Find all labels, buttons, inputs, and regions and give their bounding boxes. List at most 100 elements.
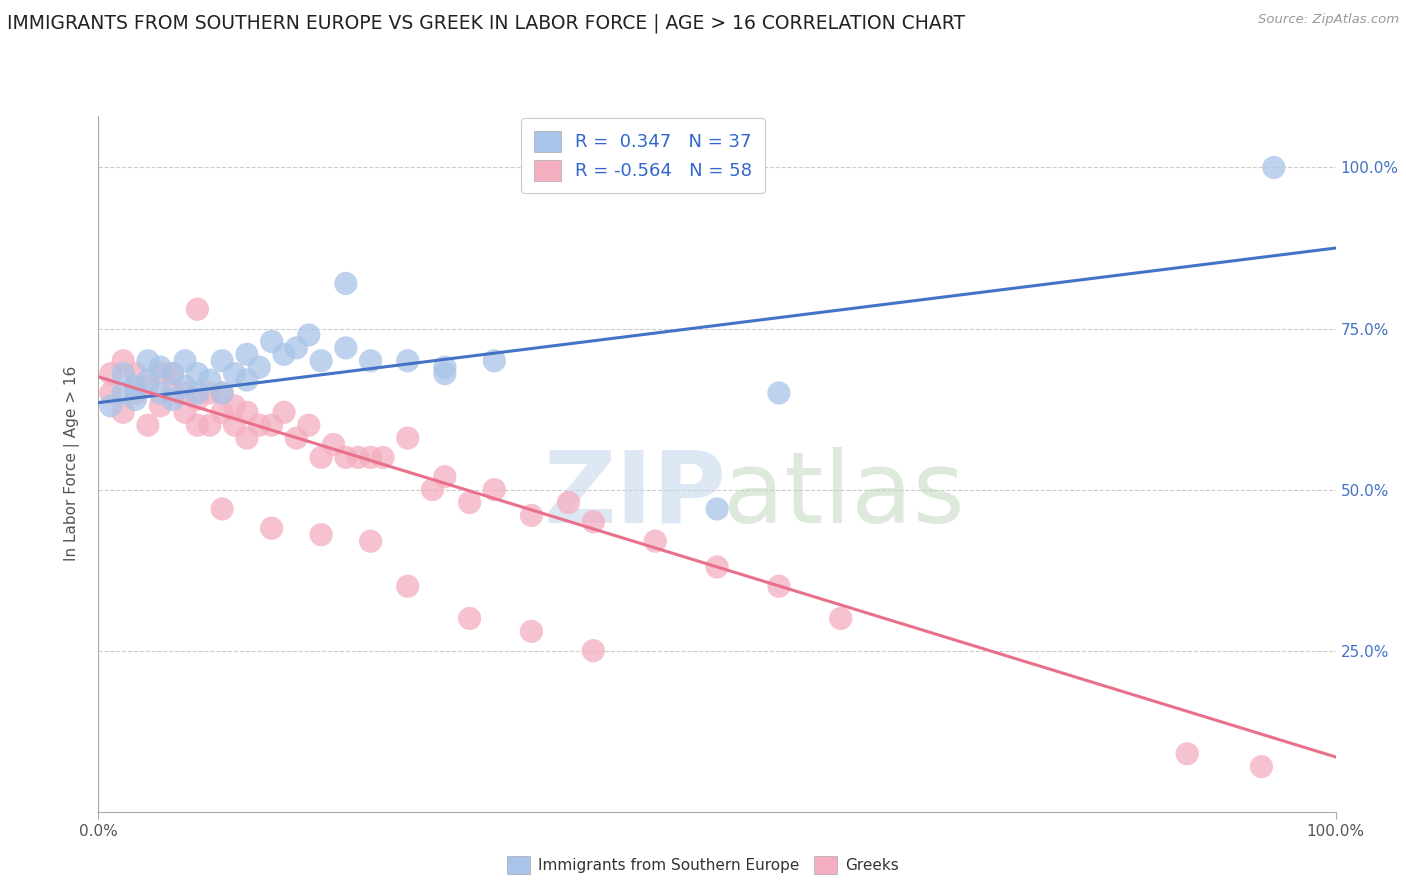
- Point: [211, 502, 233, 516]
- Point: [186, 392, 208, 407]
- Point: [236, 405, 259, 419]
- Point: [422, 483, 444, 497]
- Point: [124, 379, 146, 393]
- Point: [112, 405, 135, 419]
- Point: [100, 399, 122, 413]
- Point: [149, 367, 172, 381]
- Point: [360, 353, 382, 368]
- Point: [124, 367, 146, 381]
- Point: [322, 437, 344, 451]
- Point: [360, 534, 382, 549]
- Point: [174, 386, 197, 401]
- Point: [211, 353, 233, 368]
- Legend: R =  0.347   N = 37, R = -0.564   N = 58: R = 0.347 N = 37, R = -0.564 N = 58: [520, 118, 765, 194]
- Point: [186, 367, 208, 381]
- Point: [396, 431, 419, 445]
- Point: [112, 353, 135, 368]
- Point: [1263, 161, 1285, 175]
- Point: [520, 624, 543, 639]
- Point: [149, 386, 172, 401]
- Point: [396, 579, 419, 593]
- Point: [298, 418, 321, 433]
- Point: [309, 527, 332, 541]
- Point: [211, 386, 233, 401]
- Point: [1175, 747, 1198, 761]
- Text: Source: ZipAtlas.com: Source: ZipAtlas.com: [1258, 13, 1399, 27]
- Point: [360, 450, 382, 465]
- Point: [198, 418, 221, 433]
- Point: [149, 360, 172, 375]
- Text: IMMIGRANTS FROM SOUTHERN EUROPE VS GREEK IN LABOR FORCE | AGE > 16 CORRELATION C: IMMIGRANTS FROM SOUTHERN EUROPE VS GREEK…: [7, 13, 965, 33]
- Point: [582, 643, 605, 657]
- Point: [768, 579, 790, 593]
- Point: [174, 353, 197, 368]
- Point: [273, 347, 295, 361]
- Point: [335, 450, 357, 465]
- Point: [236, 431, 259, 445]
- Point: [582, 515, 605, 529]
- Point: [174, 379, 197, 393]
- Text: atlas: atlas: [723, 447, 965, 543]
- Point: [162, 367, 184, 381]
- Point: [273, 405, 295, 419]
- Point: [706, 502, 728, 516]
- Point: [174, 405, 197, 419]
- Point: [124, 392, 146, 407]
- Point: [100, 367, 122, 381]
- Point: [124, 386, 146, 401]
- Y-axis label: In Labor Force | Age > 16: In Labor Force | Age > 16: [63, 367, 80, 561]
- Point: [186, 418, 208, 433]
- Point: [260, 334, 283, 349]
- Point: [768, 386, 790, 401]
- Point: [335, 277, 357, 291]
- Point: [136, 418, 159, 433]
- Point: [211, 386, 233, 401]
- Point: [433, 469, 456, 483]
- Point: [706, 560, 728, 574]
- Point: [186, 302, 208, 317]
- Point: [224, 367, 246, 381]
- Point: [433, 360, 456, 375]
- Point: [247, 360, 270, 375]
- Point: [198, 373, 221, 387]
- Point: [236, 347, 259, 361]
- Point: [162, 392, 184, 407]
- Point: [162, 367, 184, 381]
- Point: [335, 341, 357, 355]
- Point: [247, 418, 270, 433]
- Point: [136, 379, 159, 393]
- Point: [433, 367, 456, 381]
- Point: [149, 399, 172, 413]
- Point: [1250, 759, 1272, 773]
- Point: [285, 341, 308, 355]
- Point: [396, 353, 419, 368]
- Point: [644, 534, 666, 549]
- Point: [112, 386, 135, 401]
- Point: [211, 405, 233, 419]
- Point: [112, 367, 135, 381]
- Point: [309, 450, 332, 465]
- Point: [484, 483, 506, 497]
- Point: [484, 353, 506, 368]
- Point: [136, 353, 159, 368]
- Point: [162, 386, 184, 401]
- Point: [309, 353, 332, 368]
- Point: [198, 386, 221, 401]
- Text: ZIP: ZIP: [544, 447, 727, 543]
- Point: [347, 450, 370, 465]
- Point: [224, 418, 246, 433]
- Point: [260, 418, 283, 433]
- Point: [224, 399, 246, 413]
- Point: [236, 373, 259, 387]
- Point: [520, 508, 543, 523]
- Point: [298, 328, 321, 343]
- Point: [557, 495, 579, 509]
- Point: [830, 611, 852, 625]
- Legend: Immigrants from Southern Europe, Greeks: Immigrants from Southern Europe, Greeks: [501, 850, 905, 880]
- Point: [285, 431, 308, 445]
- Point: [371, 450, 394, 465]
- Point: [100, 386, 122, 401]
- Point: [260, 521, 283, 535]
- Point: [458, 611, 481, 625]
- Point: [136, 373, 159, 387]
